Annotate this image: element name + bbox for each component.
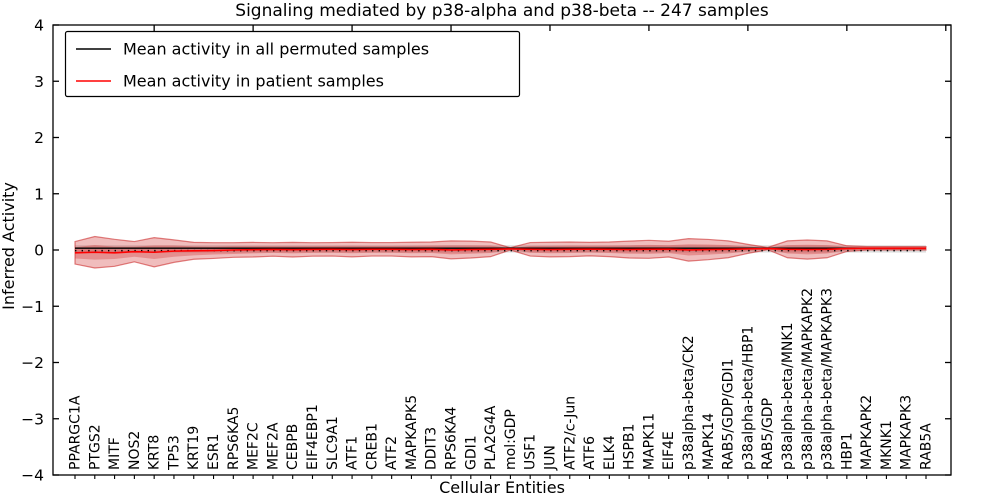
entity-label: PLA2G4A — [483, 405, 499, 470]
entity-label: RAB5/GDP — [760, 398, 776, 470]
entity-label: CEBPB — [285, 424, 301, 470]
line-layer — [74, 247, 926, 254]
entity-label: RAB5/GDP/GDI1 — [721, 359, 737, 470]
entity-label: KRT8 — [147, 435, 163, 470]
entity-label: p38alpha-beta/CK2 — [681, 335, 697, 470]
entity-label: TP53 — [166, 435, 182, 471]
tick-label-layer: 4 3 2 1 0 −1 −2 −3 −4 PPARGC1A PTGS2 MITF NOS2 KRT8 TP… — [21, 17, 934, 485]
y-tick-label: 4 — [34, 17, 44, 35]
legend-label-permuted: Mean activity in all permuted samples — [123, 40, 429, 59]
entity-label: ATF2 — [384, 436, 400, 470]
y-tick-label: −3 — [21, 410, 44, 428]
entity-label: p38alpha-beta/MNK1 — [780, 323, 796, 471]
y-tick-label: 0 — [34, 242, 44, 260]
entity-label: RPS6KA4 — [444, 407, 460, 470]
entity-label: MITF — [107, 437, 123, 470]
entity-label: MAPKAPK2 — [859, 395, 875, 470]
entity-label: JUN — [542, 445, 558, 471]
entity-label: KRT19 — [186, 426, 202, 470]
chart-title: Signaling mediated by p38-alpha and p38-… — [235, 1, 769, 21]
y-tick-label: −1 — [21, 298, 44, 316]
entity-label: MEF2A — [265, 422, 281, 470]
entity-label: p38alpha-beta/MAPKAPK3 — [820, 288, 836, 470]
patient-mean-line — [74, 247, 926, 254]
entity-label: NOS2 — [127, 431, 143, 470]
patient-std-outer — [74, 235, 927, 269]
entity-label: CREB1 — [364, 423, 380, 470]
entity-label: HSPB1 — [622, 424, 638, 470]
y-tick-label: −4 — [21, 467, 44, 485]
entity-label: ATF6 — [582, 436, 598, 470]
y-axis-label: Inferred Activity — [0, 182, 18, 310]
entity-label: SLC9A1 — [325, 416, 341, 470]
legend-label-patient: Mean activity in patient samples — [123, 72, 384, 91]
entity-label: DDIT3 — [424, 427, 440, 470]
entity-label: mol:GDP — [503, 409, 519, 470]
band-layer — [74, 235, 927, 269]
entity-label: ELK4 — [602, 435, 618, 470]
entity-label: PPARGC1A — [68, 395, 84, 470]
y-tick-label: 1 — [34, 185, 44, 203]
entity-label: MAPKAPK5 — [404, 395, 420, 470]
entity-label: RAB5A — [919, 423, 935, 470]
entity-label: MAPK11 — [641, 413, 657, 470]
y-tick-label: 3 — [34, 73, 44, 91]
legend-box — [64, 30, 521, 98]
entity-label: MAPK14 — [701, 413, 717, 470]
entity-label: ATF1 — [345, 436, 361, 470]
entity-label: p38alpha-beta/MAPKAPK2 — [800, 288, 816, 470]
entity-label: MAPKAPK3 — [899, 395, 915, 470]
entity-label: ESR1 — [206, 434, 222, 470]
y-tick-label: 2 — [34, 129, 44, 147]
entity-label: MKNK1 — [879, 420, 895, 470]
entity-label: EIF4E — [661, 431, 677, 470]
entity-label: MEF2C — [246, 422, 262, 470]
legend: Mean activity in all permuted samples Me… — [64, 30, 521, 98]
entity-label: ATF2/c-Jun — [562, 396, 578, 470]
entity-label: p38alpha-beta/HBP1 — [740, 326, 756, 470]
entity-label: HBP1 — [839, 433, 855, 470]
entity-label: GDI1 — [463, 435, 479, 470]
entity-label: USF1 — [523, 434, 539, 470]
y-tick-label: −2 — [21, 354, 44, 372]
entity-label: RPS6KA5 — [226, 407, 242, 470]
x-axis-label: Cellular Entities — [439, 478, 565, 497]
entity-label: PTGS2 — [87, 424, 103, 470]
tick-layer — [53, 24, 951, 479]
entity-label: EIF4EBP1 — [305, 404, 321, 470]
